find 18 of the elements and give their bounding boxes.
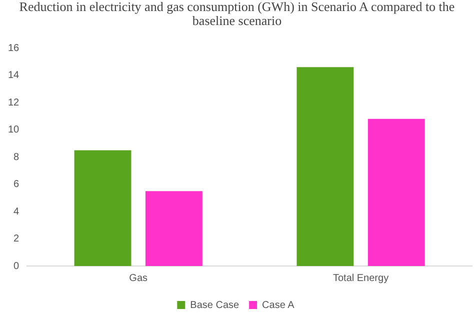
bar <box>368 118 425 266</box>
x-tick-label: Gas <box>129 272 148 284</box>
bar <box>74 150 132 266</box>
y-tick-label: 8 <box>14 152 20 163</box>
y-tick-label: 14 <box>8 70 20 81</box>
y-tick-label: 0 <box>14 260 20 272</box>
legend-label: Case A <box>262 300 295 311</box>
y-tick-label: 4 <box>14 206 20 218</box>
y-tick-label: 12 <box>8 97 20 108</box>
y-tick-label: 10 <box>8 124 20 136</box>
x-tick-label: Total Energy <box>332 272 389 284</box>
y-tick-label: 2 <box>14 234 20 244</box>
legend-label: Base Case <box>190 300 240 311</box>
y-tick-label: 16 <box>8 42 20 54</box>
y-tick-label: 6 <box>14 179 20 190</box>
bar <box>145 191 202 266</box>
chart-title: Reduction in electricity and gas consumption (GWh) in Scenario A compared to the baseline scenario <box>18 0 456 30</box>
bar <box>296 67 354 266</box>
